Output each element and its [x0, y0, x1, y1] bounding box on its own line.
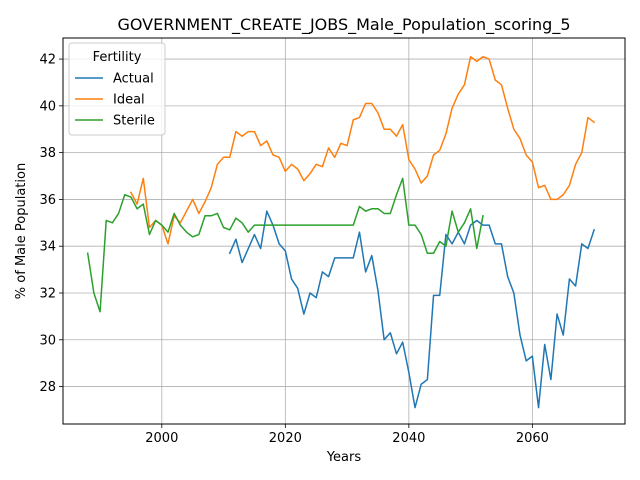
y-tick-label: 40	[39, 99, 56, 114]
x-axis-title: Years	[326, 450, 362, 465]
legend-title: Fertility	[93, 50, 142, 65]
series-line-sterile	[86, 177, 484, 313]
y-tick-label: 36	[39, 193, 56, 208]
legend: Fertility Actual Ideal Sterile	[68, 42, 166, 136]
x-tick-label: 2040	[392, 431, 425, 446]
legend-label-sterile: Sterile	[113, 114, 155, 129]
legend-entries: Actual Ideal Sterile	[75, 72, 155, 129]
legend-label-actual: Actual	[113, 72, 154, 87]
series-line-actual	[228, 210, 596, 409]
y-tick-label: 38	[39, 146, 56, 161]
plot-area-frame	[62, 37, 626, 425]
chart-title: GOVERNMENT_CREATE_JOBS_Male_Population_s…	[117, 15, 570, 35]
y-axis-title: % of Male Population	[14, 163, 29, 299]
y-tick-label: 32	[39, 286, 56, 301]
x-tick-label: 2000	[145, 431, 178, 446]
y-tick-label: 30	[39, 333, 56, 348]
series-line-ideal	[129, 55, 596, 245]
legend-label-ideal: Ideal	[113, 93, 145, 108]
y-tick-label: 42	[39, 53, 56, 68]
legend-box	[68, 42, 166, 136]
x-axis-ticks: 2000 2020 2040 2060	[145, 424, 549, 446]
y-tick-label: 28	[39, 380, 56, 395]
y-tick-label: 34	[39, 240, 56, 255]
gridlines	[63, 38, 625, 424]
series-lines	[86, 55, 596, 409]
x-tick-label: 2020	[269, 431, 302, 446]
x-tick-label: 2060	[516, 431, 549, 446]
y-axis-ticks: 28 30 32 34 36 38 40 42	[39, 53, 63, 395]
